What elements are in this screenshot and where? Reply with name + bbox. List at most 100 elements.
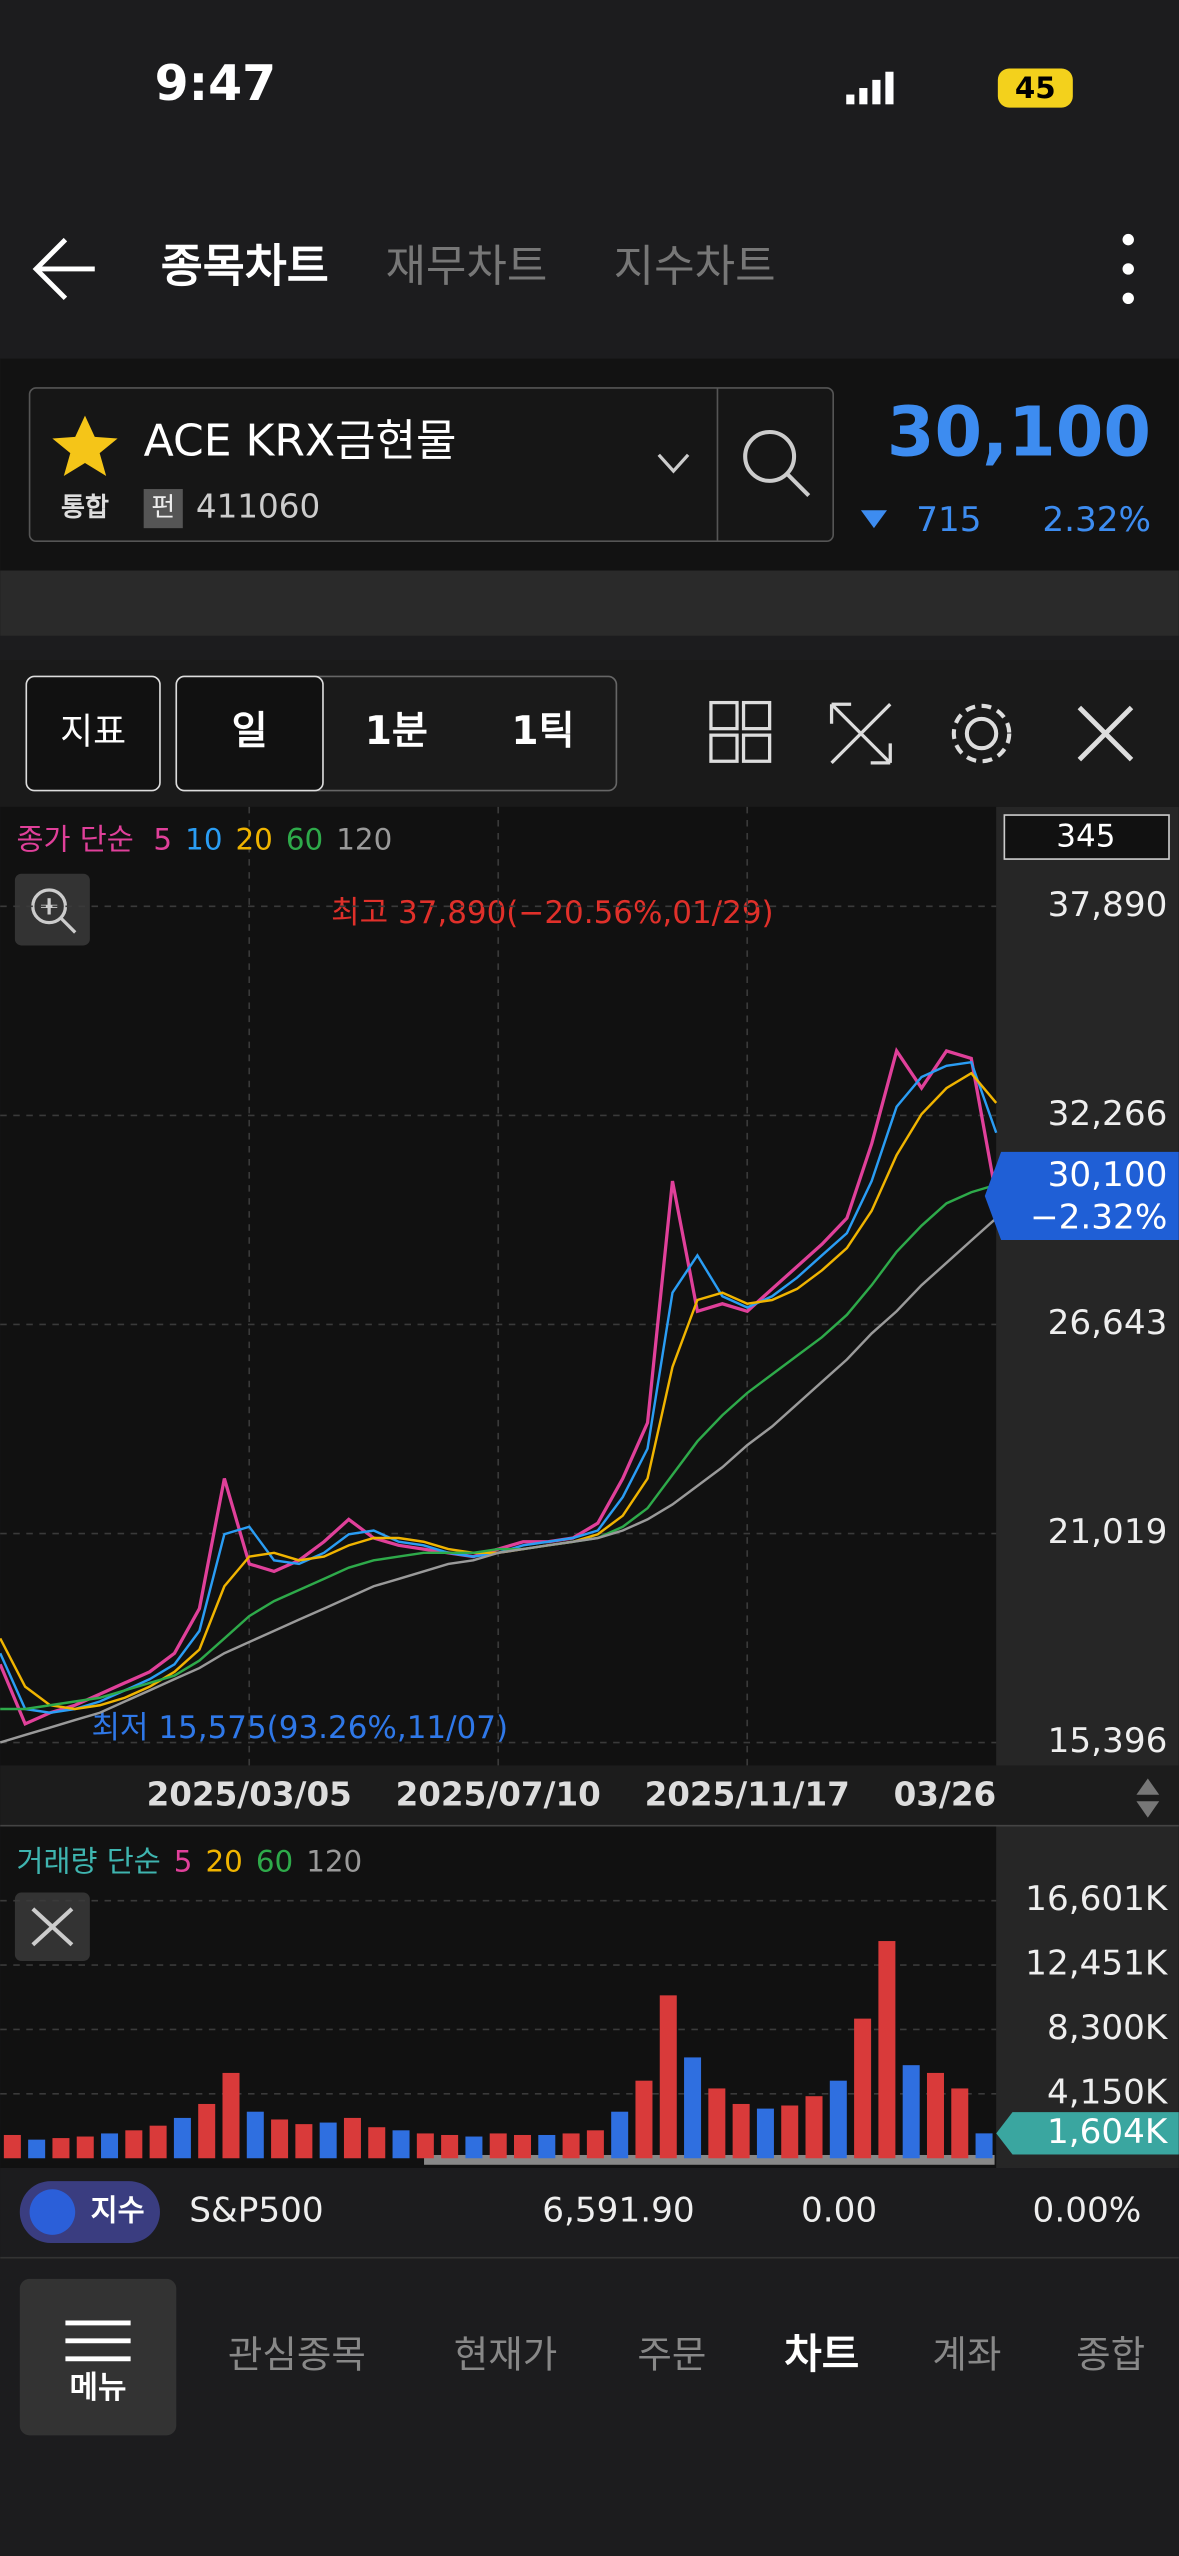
index-bar: [0, 2168, 1179, 2258]
scroll-arrows[interactable]: [1136, 1778, 1160, 1818]
legend-entry: 20: [206, 1845, 243, 1879]
nav-item[interactable]: 차트: [784, 2330, 859, 2378]
chart-area: [0, 806, 1179, 2169]
volume-bar: [222, 2072, 240, 2159]
volume-bar: [271, 2119, 289, 2159]
y-tick-label: 26,643: [1048, 1303, 1168, 1343]
volume-bar: [538, 2134, 556, 2159]
volume-tag-label: 1,604K: [1047, 2112, 1169, 2152]
x-tick-label: 2025/11/17: [645, 1775, 850, 1813]
fullscreen-button[interactable]: [829, 702, 892, 765]
high-label: 최고 37,890(−20.56%,01/29): [331, 895, 773, 931]
zoom-in[interactable]: [14, 873, 90, 946]
volume-bar: [101, 2133, 119, 2159]
change-pct: 2.32%: [1042, 500, 1151, 540]
tab[interactable]: 지수차트: [614, 241, 776, 292]
volume-bar: [854, 2018, 872, 2159]
index-value: 6,591.90: [542, 2191, 694, 2231]
nav-item[interactable]: 종합: [1076, 2333, 1145, 2377]
volume-bar: [781, 2105, 799, 2159]
volume-bar: [659, 1995, 677, 2159]
volume-bar: [343, 2117, 361, 2159]
volume-bar: [829, 2080, 847, 2159]
volume-bar: [246, 2111, 264, 2159]
volume-bar: [125, 2130, 143, 2159]
volume-bar: [708, 2088, 726, 2159]
nav-item[interactable]: 관심종목: [228, 2333, 366, 2377]
x-tick-label: 2025/03/05: [147, 1775, 352, 1813]
menu-label: 메뉴: [70, 2370, 127, 2406]
volume-bar: [76, 2136, 94, 2159]
y-tick-label: 16,601K: [1025, 1879, 1169, 1919]
volume-bar: [635, 2080, 653, 2159]
ma-line: [0, 1217, 998, 1744]
volume-bar: [926, 2072, 944, 2159]
volume-bar: [52, 2138, 70, 2159]
legend-title: 종가 단순: [17, 823, 134, 857]
volume-bar: [902, 2065, 920, 2159]
legend-entry: 60: [256, 1845, 293, 1879]
nav-item[interactable]: 주문: [637, 2333, 706, 2377]
legend-entry: 5: [153, 823, 172, 857]
axis-panel: [996, 806, 1179, 2169]
volume-bar: [684, 2057, 702, 2159]
y-tick-label: 4,150K: [1047, 2072, 1169, 2112]
volume-bar: [3, 2134, 21, 2159]
volume-tag: [996, 2112, 1179, 2155]
tools-button[interactable]: [1077, 705, 1134, 762]
period[interactable]: 1분: [365, 709, 428, 754]
index-change-pct: 0.00%: [1033, 2191, 1142, 2231]
index-change: 0.00: [801, 2191, 877, 2231]
stock-selector[interactable]: [28, 387, 835, 543]
clock: 9:47: [155, 55, 277, 112]
volume-bar: [756, 2108, 774, 2159]
legend-entry: 거래량 단순: [17, 1845, 161, 1879]
indicator-button[interactable]: [25, 675, 161, 792]
dropdown[interactable]: [657, 453, 690, 474]
tab[interactable]: 재무차트: [385, 241, 547, 292]
count: 345: [1056, 818, 1115, 854]
volume-bar: [489, 2133, 507, 2159]
volume-bar: [562, 2133, 580, 2159]
indicator-label: 지표: [60, 712, 126, 753]
scrollbar[interactable]: [424, 2154, 995, 2165]
search-button[interactable]: [743, 429, 811, 497]
badge-box: [143, 489, 183, 529]
period-selected[interactable]: [175, 675, 324, 792]
legend-entry: 20: [236, 823, 273, 857]
volume-bar: [878, 1941, 896, 2159]
back-button[interactable]: [32, 237, 95, 301]
index-name: S&P500: [189, 2191, 323, 2231]
legend-entry: 60: [286, 823, 323, 857]
more-button[interactable]: [1122, 233, 1134, 305]
period[interactable]: 일: [232, 709, 268, 754]
volume-bar: [198, 2103, 216, 2159]
volume-bar: [368, 2127, 386, 2159]
favorite-star[interactable]: [52, 415, 118, 476]
nav-item[interactable]: 계좌: [932, 2333, 1001, 2377]
y-tick-label: 32,266: [1048, 1094, 1168, 1134]
volume-bar: [586, 2130, 604, 2159]
signal: [846, 71, 894, 105]
period[interactable]: 1틱: [511, 709, 574, 754]
close-icon: [31, 1907, 74, 1947]
volume-bar: [392, 2130, 410, 2159]
volume-bar: [732, 2103, 750, 2159]
volume-bar: [416, 2133, 434, 2159]
fund-badge: 펀: [151, 493, 175, 523]
tab[interactable]: 종목차트: [161, 239, 329, 292]
volume-bar: [173, 2117, 191, 2159]
legend-entry: 120: [336, 823, 392, 857]
settings-button[interactable]: [951, 703, 1012, 764]
battery-level: 45: [1015, 71, 1056, 105]
legend-entry: 10: [185, 823, 222, 857]
volume-bar: [465, 2136, 483, 2159]
volume-bar: [514, 2134, 532, 2159]
stock-code: 411060: [196, 488, 320, 526]
ma-line: [0, 1183, 997, 1711]
nav-item[interactable]: 현재가: [454, 2333, 557, 2377]
layout-button[interactable]: [709, 700, 772, 763]
down-arrow: [860, 510, 887, 529]
battery: [997, 68, 1073, 108]
